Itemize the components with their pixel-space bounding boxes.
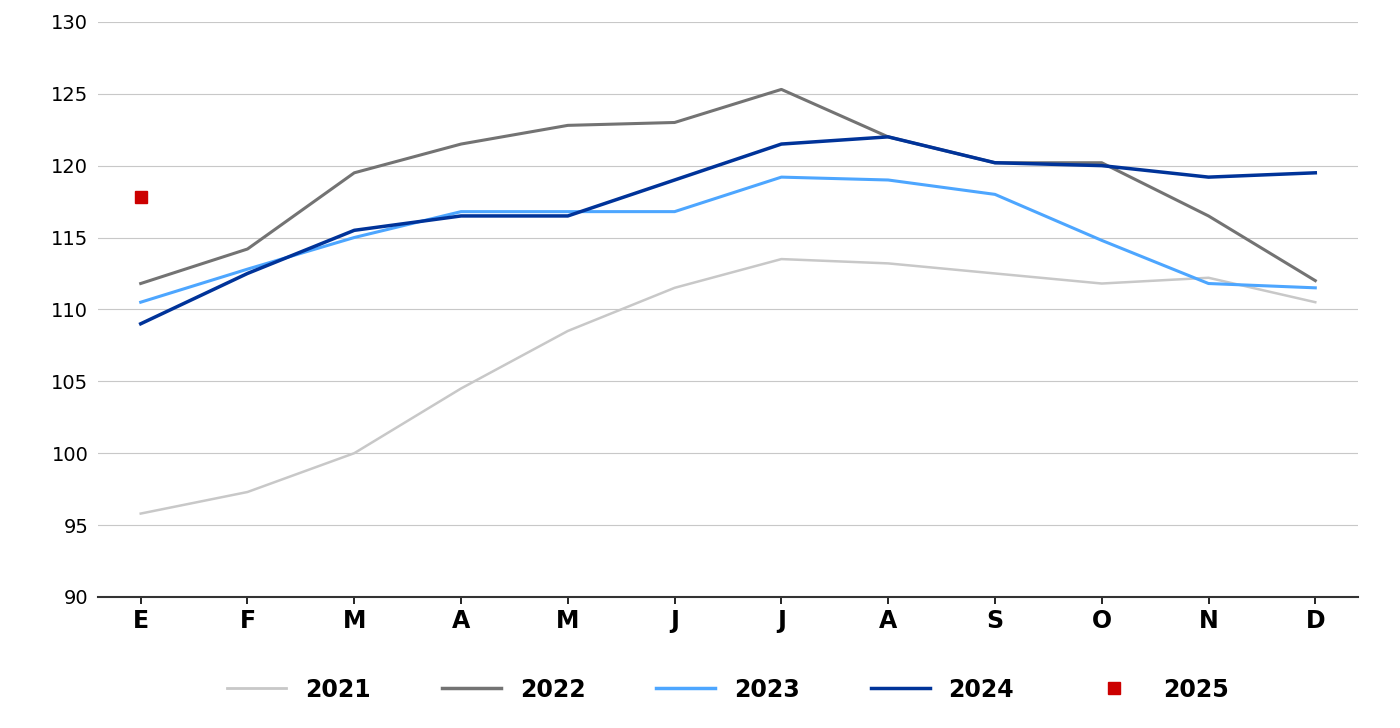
Legend: 2021, 2022, 2023, 2024, 2025: 2021, 2022, 2023, 2024, 2025 [218, 669, 1238, 712]
